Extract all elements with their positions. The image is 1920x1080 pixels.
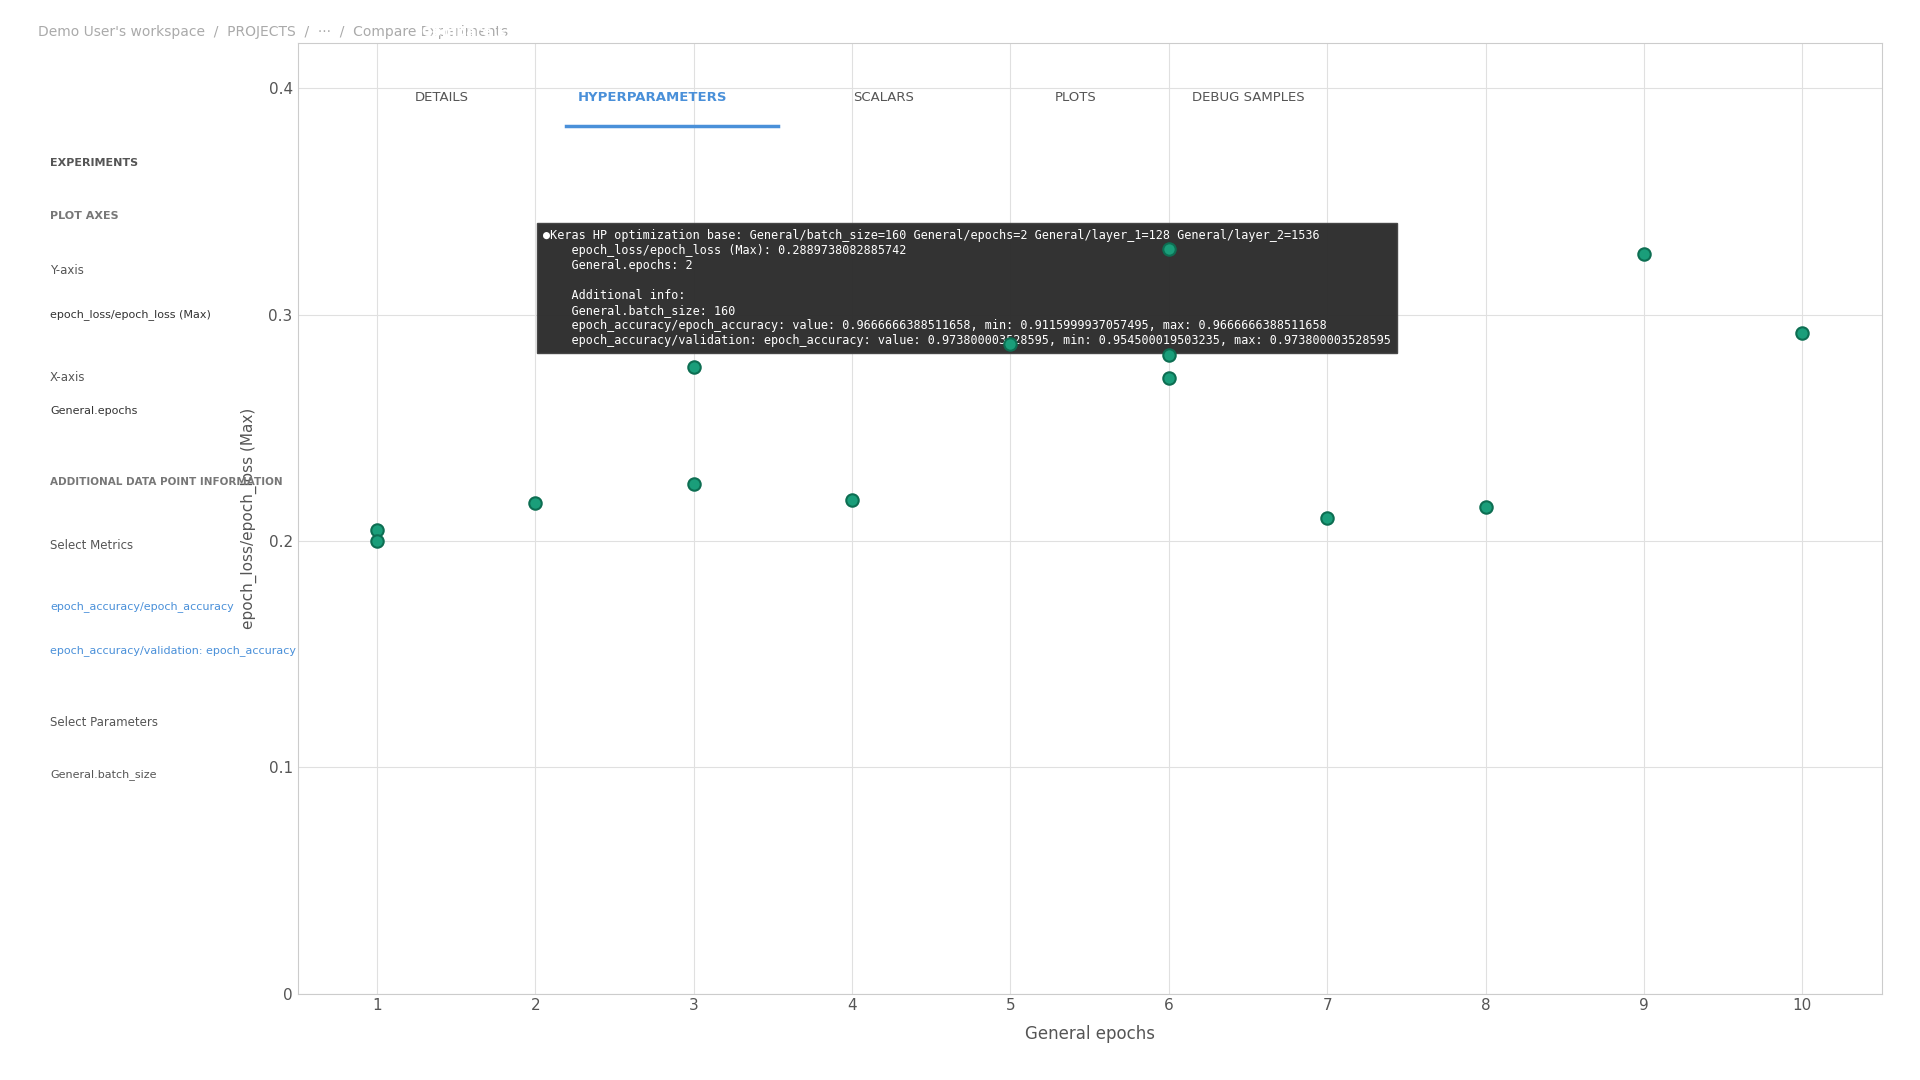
Text: SCALARS: SCALARS bbox=[852, 91, 914, 104]
Y-axis label: epoch_loss/epoch_loss (Max): epoch_loss/epoch_loss (Max) bbox=[242, 408, 257, 629]
Text: DETAILS: DETAILS bbox=[415, 91, 468, 104]
Text: General.epochs: General.epochs bbox=[50, 406, 138, 416]
Text: HYPERPARAMETERS: HYPERPARAMETERS bbox=[578, 91, 728, 104]
Text: epoch_accuracy/validation: epoch_accuracy: epoch_accuracy/validation: epoch_accurac… bbox=[50, 645, 296, 656]
Point bbox=[1311, 510, 1342, 527]
Text: Select Metrics: Select Metrics bbox=[50, 539, 132, 552]
Point bbox=[361, 521, 392, 538]
Text: ●Keras HP optimization base: General/batch_size=160 General/epochs=2 General/lay: ●Keras HP optimization base: General/bat… bbox=[543, 229, 1390, 347]
Text: epoch_accuracy/epoch_accuracy: epoch_accuracy/epoch_accuracy bbox=[50, 600, 234, 611]
Point bbox=[1154, 241, 1185, 258]
X-axis label: General epochs: General epochs bbox=[1025, 1025, 1154, 1042]
Text: Select Parameters: Select Parameters bbox=[50, 716, 157, 729]
Point bbox=[678, 359, 708, 376]
Point bbox=[1471, 499, 1501, 516]
Point bbox=[1628, 245, 1659, 262]
Text: PLOTS: PLOTS bbox=[1054, 91, 1096, 104]
Text: EXPERIMENTS: EXPERIMENTS bbox=[50, 158, 138, 168]
Text: PLOT AXES: PLOT AXES bbox=[50, 212, 119, 221]
Point bbox=[837, 491, 868, 509]
Point bbox=[520, 494, 551, 511]
Point bbox=[361, 532, 392, 550]
Text: X-axis: X-axis bbox=[50, 370, 84, 383]
Text: Y-axis: Y-axis bbox=[50, 265, 84, 278]
Text: ADDITIONAL DATA POINT INFORMATION: ADDITIONAL DATA POINT INFORMATION bbox=[50, 477, 282, 487]
Text: Demo User's workspace  /  PROJECTS  /  ···  /  Compare Experiments: Demo User's workspace / PROJECTS / ··· /… bbox=[38, 26, 509, 39]
Text: DEBUG SAMPLES: DEBUG SAMPLES bbox=[1192, 91, 1304, 104]
Point bbox=[995, 336, 1025, 353]
Point bbox=[1154, 347, 1185, 364]
Point bbox=[1154, 369, 1185, 387]
Point bbox=[678, 476, 708, 494]
Point bbox=[1788, 324, 1818, 341]
Text: Compare Experiments: Compare Experiments bbox=[422, 26, 595, 39]
Text: epoch_loss/epoch_loss (Max): epoch_loss/epoch_loss (Max) bbox=[50, 309, 211, 320]
Text: General.batch_size: General.batch_size bbox=[50, 769, 156, 780]
